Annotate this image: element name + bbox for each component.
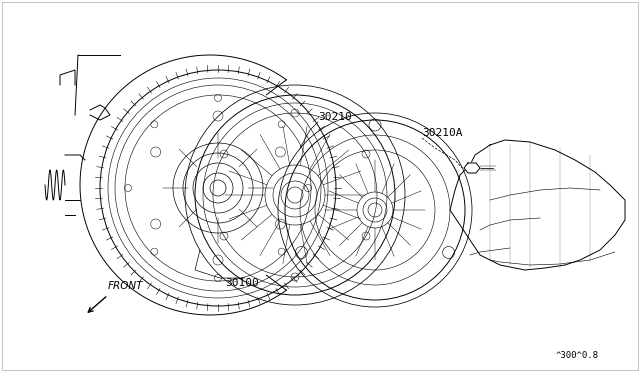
Text: FRONT: FRONT (108, 281, 143, 291)
Text: 30210: 30210 (318, 112, 352, 122)
Text: 30100: 30100 (225, 278, 259, 288)
Text: ^300^0.8: ^300^0.8 (556, 351, 599, 360)
Text: 30210A: 30210A (422, 128, 463, 138)
Polygon shape (464, 163, 480, 173)
